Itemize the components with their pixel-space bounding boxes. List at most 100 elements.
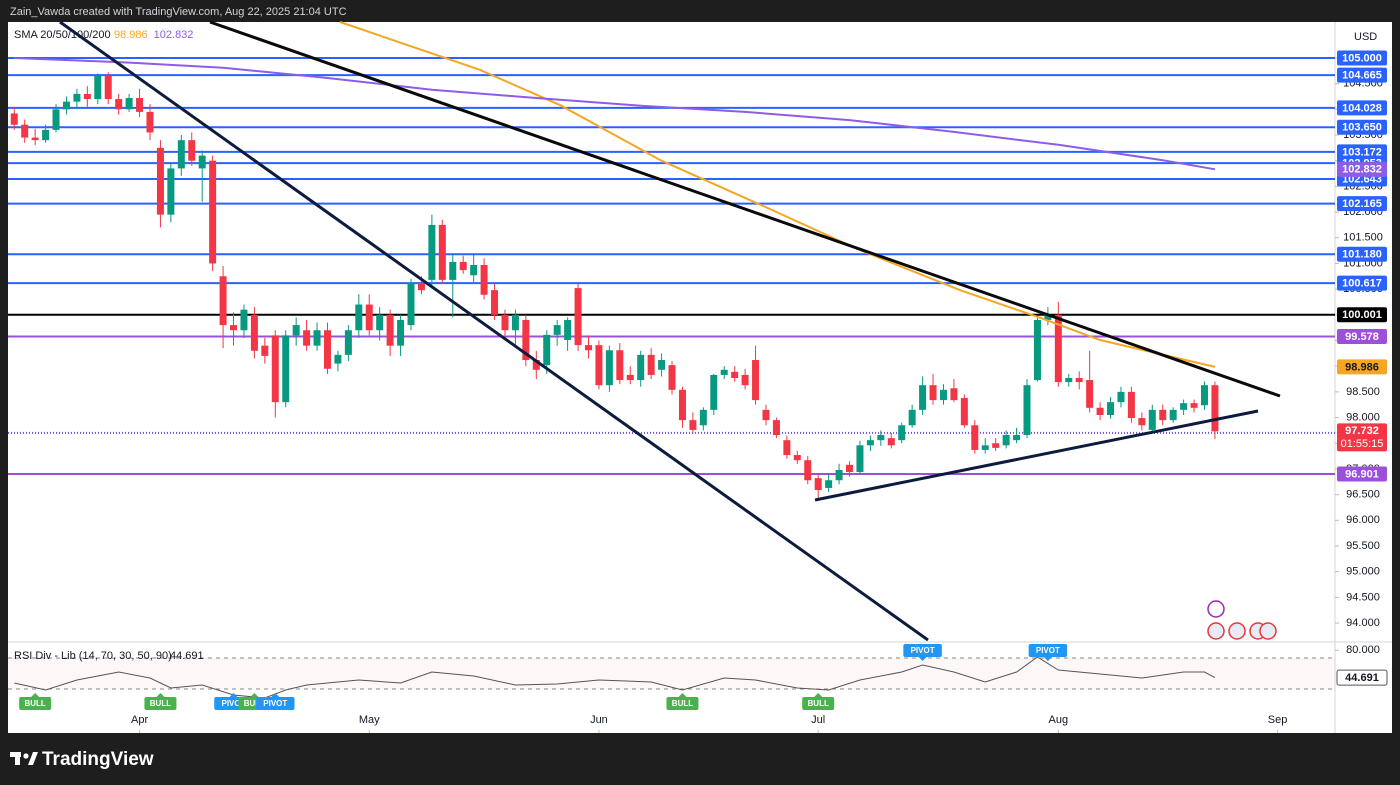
y-tick-label: 95.500 — [1346, 540, 1380, 552]
level-label: 96.901 — [1345, 468, 1379, 480]
candle-body — [1211, 385, 1219, 432]
candle-body — [1065, 378, 1073, 383]
candle-body — [177, 140, 185, 169]
y-tick-label: 96.000 — [1346, 514, 1380, 526]
level-label-bg — [1337, 50, 1387, 66]
candle-body — [376, 314, 384, 331]
candle-body — [939, 389, 947, 401]
x-tick-label: Sep — [1268, 714, 1288, 726]
x-tick-label: Aug — [1049, 714, 1069, 726]
level-label: 99.578 — [1345, 331, 1379, 343]
candle-body — [908, 409, 916, 426]
signal-pointer — [229, 693, 238, 697]
candle-body — [1107, 402, 1115, 415]
signal-label: PIVOT — [1036, 646, 1060, 655]
y-tick-label: 94.000 — [1346, 617, 1380, 629]
candle-body — [282, 335, 290, 403]
x-tick-label: May — [359, 714, 380, 726]
candle-body — [21, 124, 29, 138]
candle-body — [1033, 319, 1041, 381]
signal-pointer — [1043, 657, 1052, 661]
trend-line — [209, 20, 1281, 398]
candle-body — [1044, 314, 1052, 320]
candle-body — [438, 224, 446, 280]
event-icon[interactable] — [1228, 622, 1246, 640]
candle-body — [136, 98, 144, 112]
level-label: 101.180 — [1342, 249, 1382, 261]
signal-label: BULL — [24, 699, 45, 708]
event-icon[interactable] — [1207, 622, 1225, 640]
candle-body — [156, 147, 164, 215]
candle-body — [731, 371, 739, 379]
event-icon[interactable] — [1259, 622, 1277, 640]
candle-body — [981, 445, 989, 450]
candle-body — [887, 438, 895, 446]
candle-body — [553, 325, 561, 335]
x-tick-label: Apr — [131, 714, 148, 726]
candle-body — [689, 420, 697, 430]
candle-body — [62, 101, 70, 110]
price-label-bg — [1337, 423, 1387, 452]
sma-label: 98.986 — [1345, 361, 1379, 373]
candle-body — [856, 445, 864, 473]
signal-pointer — [814, 693, 823, 697]
sma-label-bg — [1337, 359, 1387, 375]
trend-line — [59, 20, 929, 642]
candle-body — [647, 354, 655, 375]
level-label-bg — [1337, 466, 1387, 482]
signal-label: BULL — [808, 699, 829, 708]
candle-body — [417, 282, 425, 291]
candle-body — [1200, 385, 1208, 406]
candle-body — [115, 99, 123, 110]
y-tick-label: 98.500 — [1346, 386, 1380, 398]
candle-body — [762, 409, 770, 421]
signal-label: BULL — [672, 699, 693, 708]
level-label-bg — [1337, 307, 1387, 323]
y-tick-label: 95.000 — [1346, 566, 1380, 578]
y-tick-label: 94.500 — [1346, 591, 1380, 603]
signal-bg — [256, 697, 295, 710]
candle-body — [344, 330, 352, 355]
sma-line — [339, 21, 1216, 368]
rsi-title: RSI Div - Lib (14, 70, 30, 50, 90) — [14, 650, 172, 662]
candle-body — [188, 140, 196, 161]
x-tick-label: Jul — [811, 714, 825, 726]
level-label: 102.165 — [1342, 198, 1382, 210]
candle-body — [804, 460, 812, 481]
candle-body — [992, 443, 1000, 448]
candle-body — [741, 374, 749, 386]
rsi-label-bg — [1336, 669, 1388, 686]
candle-body — [449, 261, 457, 280]
candle-body — [261, 345, 269, 356]
signal-bg — [666, 697, 699, 710]
signal-pointer — [678, 693, 687, 697]
candle-body — [1169, 409, 1177, 421]
legend-title: SMA 20/50/100/200 — [14, 29, 111, 41]
sma-label: 102.832 — [1342, 164, 1382, 176]
candle-body — [658, 360, 666, 370]
signal-pointer — [918, 657, 927, 661]
candle-body — [866, 440, 874, 446]
signal-pointer — [156, 693, 165, 697]
candle-body — [532, 360, 540, 370]
signal-bg — [1028, 644, 1068, 657]
candle-body — [198, 155, 206, 169]
candle-body — [929, 385, 937, 401]
level-label-bg — [1337, 196, 1387, 212]
candle-body — [564, 319, 572, 340]
candle-body — [1086, 380, 1094, 408]
event-icon[interactable] — [1207, 600, 1225, 618]
rsi-label: 44.691 — [1345, 672, 1379, 684]
logo-icon — [10, 752, 38, 765]
level-label: 103.650 — [1342, 122, 1382, 134]
candle-body — [209, 160, 217, 264]
candle-body — [1013, 435, 1021, 441]
candle-body — [511, 314, 519, 331]
legend-value: 98.986 — [114, 29, 148, 41]
candle-body — [334, 354, 342, 364]
header-title: Zain_Vawda created with TradingView.com,… — [10, 6, 347, 18]
candle-body — [814, 478, 822, 490]
candle-body — [835, 469, 843, 481]
level-label: 100.617 — [1342, 278, 1382, 290]
